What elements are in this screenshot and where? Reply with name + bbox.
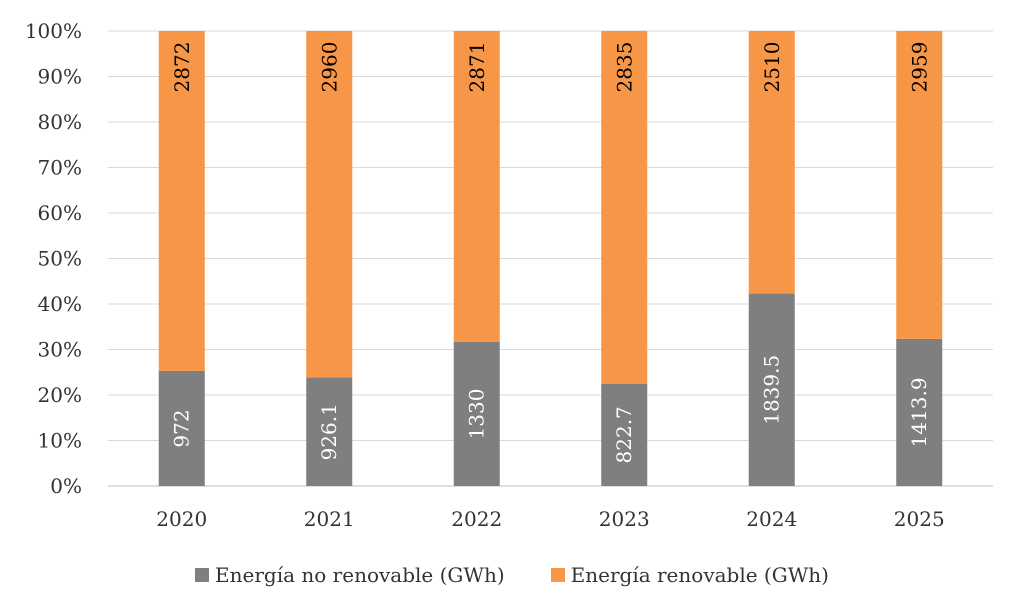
data-label: 972 bbox=[170, 409, 194, 447]
y-tick-label: 100% bbox=[25, 19, 82, 43]
data-label: 2510 bbox=[760, 42, 784, 93]
bar-segment-non-renewable bbox=[601, 383, 648, 486]
bars: 972 2872 926.1 2960 1330 2871 822.7 2835 1839.5 2… bbox=[158, 31, 943, 486]
data-label: 2835 bbox=[612, 42, 636, 93]
bar-segment-renewable bbox=[306, 31, 353, 378]
data-label: 822.7 bbox=[612, 406, 636, 463]
y-tick-label: 80% bbox=[38, 110, 82, 134]
stacked-percent-bar-chart: 0% 10% 20% 30% 40% 50% 60% 70% 80% 90% 100% 972 287… bbox=[25, 19, 993, 531]
legend-swatch-non-renewable bbox=[195, 568, 210, 582]
x-tick-label: 2022 bbox=[451, 507, 502, 531]
y-tick-label: 50% bbox=[38, 247, 82, 271]
y-tick-label: 30% bbox=[38, 338, 82, 362]
bar-segment-non-renewable bbox=[306, 377, 353, 486]
legend-item-renewable: Energía renovable (GWh) bbox=[550, 563, 829, 587]
bar-segment-non-renewable bbox=[896, 338, 943, 486]
legend-swatch-renewable bbox=[550, 568, 565, 582]
y-tick-label: 70% bbox=[38, 156, 82, 180]
legend: Energía no renovable (GWh) Energía renov… bbox=[0, 560, 1024, 590]
y-axis-tick-labels: 0% 10% 20% 30% 40% 50% 60% 70% 80% 90% 100% bbox=[25, 19, 82, 498]
legend-label-non-renewable: Energía no renovable (GWh) bbox=[215, 563, 505, 587]
bar-segment-non-renewable bbox=[158, 370, 205, 486]
x-tick-label: 2023 bbox=[599, 507, 650, 531]
y-tick-label: 60% bbox=[38, 201, 82, 225]
x-tick-label: 2025 bbox=[894, 507, 945, 531]
bar-segment-non-renewable bbox=[748, 293, 795, 486]
bar-segment-renewable bbox=[748, 31, 795, 294]
legend-label-renewable: Energía renovable (GWh) bbox=[570, 563, 829, 587]
x-tick-label: 2020 bbox=[156, 507, 207, 531]
x-axis-tick-labels: 2020 2021 2022 2023 2024 2025 bbox=[156, 507, 944, 531]
data-label: 2871 bbox=[465, 42, 489, 93]
y-tick-label: 20% bbox=[38, 383, 82, 407]
bar-segment-renewable bbox=[896, 31, 943, 339]
data-label: 1330 bbox=[465, 389, 489, 440]
data-label: 2872 bbox=[170, 42, 194, 93]
bar-segment-non-renewable bbox=[453, 341, 500, 486]
data-label: 926.1 bbox=[317, 403, 341, 460]
y-tick-label: 0% bbox=[50, 474, 82, 498]
bar-segment-renewable bbox=[158, 31, 205, 371]
gridlines bbox=[108, 30, 993, 487]
bar-segment-renewable bbox=[601, 31, 648, 384]
data-label: 2960 bbox=[317, 42, 341, 93]
data-label: 2959 bbox=[907, 42, 931, 93]
y-tick-label: 90% bbox=[38, 65, 82, 89]
x-tick-label: 2024 bbox=[746, 507, 797, 531]
data-label: 1839.5 bbox=[760, 355, 784, 425]
legend-item-non-renewable: Energía no renovable (GWh) bbox=[195, 563, 505, 587]
x-tick-label: 2021 bbox=[304, 507, 355, 531]
bar-segment-renewable bbox=[453, 31, 500, 342]
y-tick-label: 40% bbox=[38, 292, 82, 316]
y-tick-label: 10% bbox=[38, 429, 82, 453]
data-label: 1413.9 bbox=[907, 377, 931, 447]
